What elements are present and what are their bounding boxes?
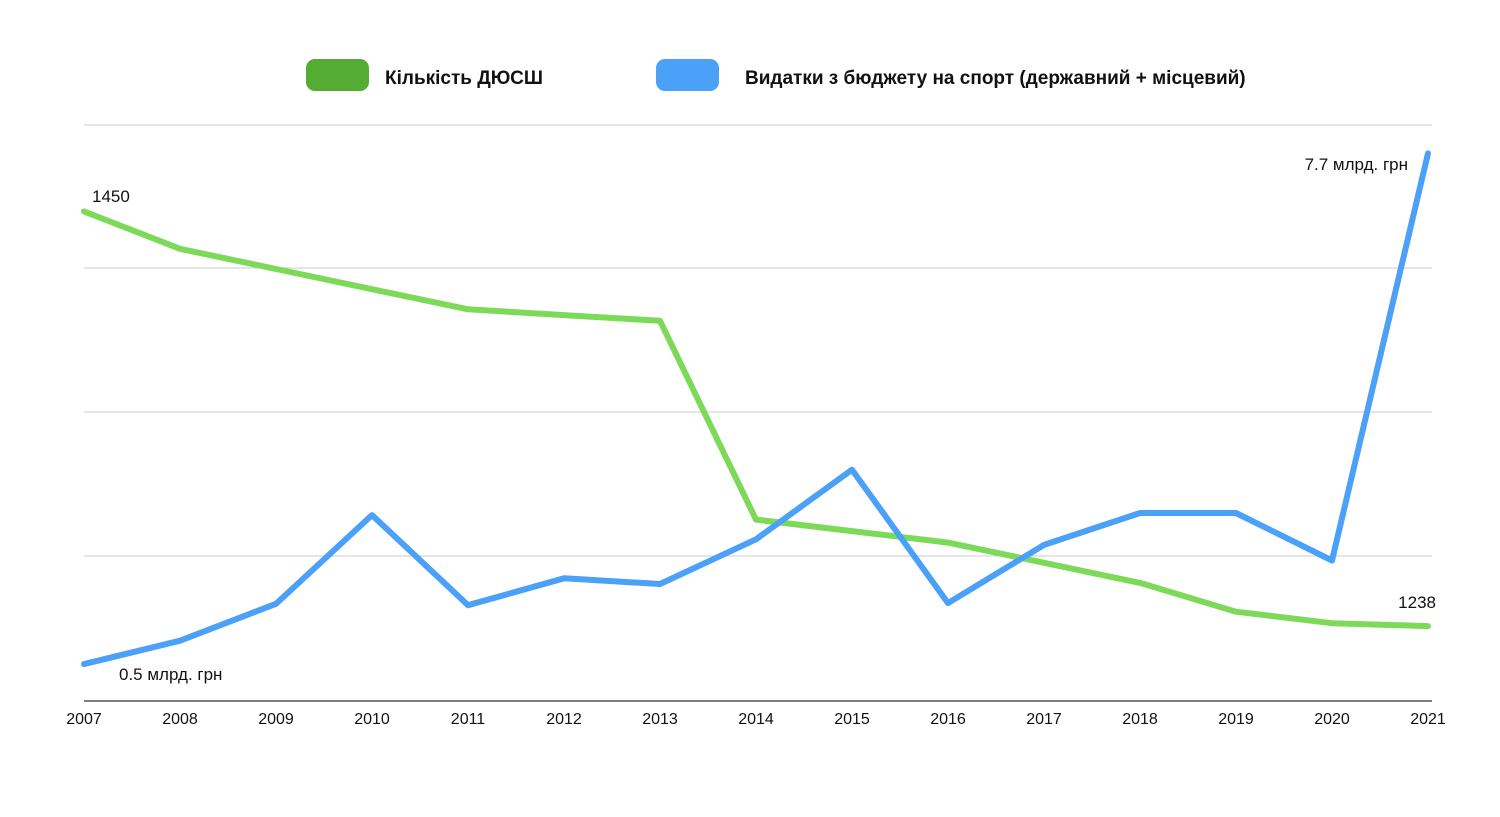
series-line-dyussh xyxy=(81,208,1431,630)
data-labels: 1450 1238 0.5 млрд. грн 7.7 млрд. грн xyxy=(92,155,1436,684)
x-tick-label-2009: 2009 xyxy=(258,711,294,728)
x-tick-label-2011: 2011 xyxy=(451,711,486,728)
x-tick-label-2016: 2016 xyxy=(930,711,966,728)
x-tick-label-2007: 2007 xyxy=(66,711,102,728)
legend-swatch-sport-budget xyxy=(656,59,719,91)
x-tick-label-2021: 2021 xyxy=(1410,711,1446,728)
x-tick-label-2012: 2012 xyxy=(546,711,582,728)
data-label-dyussh-2007: 1450 xyxy=(92,187,130,206)
series-line-sport-budget xyxy=(81,150,1431,668)
legend: Кількість ДЮСШ Видатки з бюджету на спор… xyxy=(306,59,1246,91)
series-layer xyxy=(81,150,1431,668)
x-tick-label-2017: 2017 xyxy=(1026,711,1062,728)
gridlines xyxy=(84,124,1432,557)
x-tick-label-2013: 2013 xyxy=(642,711,678,728)
x-tick-label-2015: 2015 xyxy=(834,711,870,728)
x-axis-tick-labels: 2007 2008 2009 2010 2011 2012 2013 2014 2015 2016… xyxy=(66,711,1446,728)
data-label-dyussh-2021: 1238 xyxy=(1398,593,1436,612)
x-tick-label-2020: 2020 xyxy=(1314,711,1350,728)
x-tick-label-2014: 2014 xyxy=(738,711,774,728)
data-label-budget-2007: 0.5 млрд. грн xyxy=(119,665,222,684)
x-tick-label-2010: 2010 xyxy=(354,711,390,728)
x-tick-label-2018: 2018 xyxy=(1122,711,1158,728)
x-tick-label-2008: 2008 xyxy=(162,711,198,728)
legend-label-sport-budget: Видатки з бюджету на спорт (державний + … xyxy=(745,68,1246,89)
legend-swatch-dyussh xyxy=(306,59,369,91)
x-tick-label-2019: 2019 xyxy=(1218,711,1254,728)
legend-label-dyussh: Кількість ДЮСШ xyxy=(385,68,543,89)
data-label-budget-2021: 7.7 млрд. грн xyxy=(1305,155,1408,174)
